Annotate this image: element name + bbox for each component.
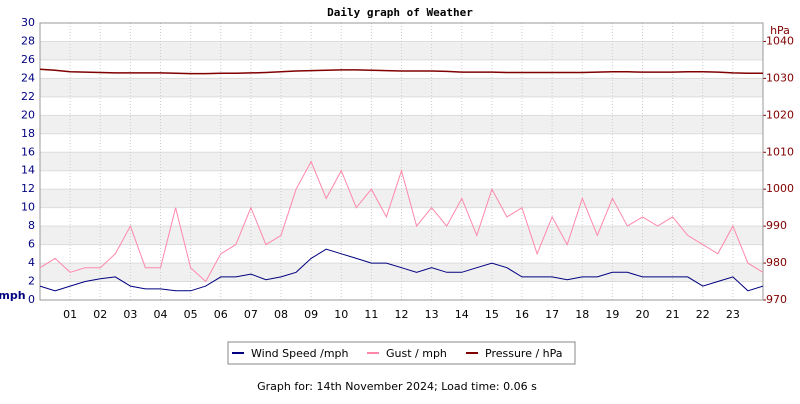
legend-label: Wind Speed /mph xyxy=(251,347,349,360)
grid-band xyxy=(40,226,763,245)
series-line xyxy=(39,68,763,75)
y-tick-label: 24 xyxy=(21,71,35,84)
x-tick-label: 13 xyxy=(425,308,439,321)
x-tick-label: 19 xyxy=(605,308,619,321)
x-tick-label: 08 xyxy=(274,308,288,321)
y2-tick-label: 1040 xyxy=(766,34,794,47)
chart-title: Daily graph of Weather xyxy=(327,6,473,19)
x-tick-label: 02 xyxy=(93,308,107,321)
x-tick-label: 12 xyxy=(395,308,409,321)
x-tick-label: 01 xyxy=(63,308,77,321)
legend-label: Pressure / hPa xyxy=(485,347,563,360)
y-tick-label: 26 xyxy=(21,53,35,66)
y2-axis-label: hPa xyxy=(770,24,790,37)
x-tick-label: 05 xyxy=(184,308,198,321)
y2-tick-label: 1010 xyxy=(766,145,794,158)
y2-tick-label: 1020 xyxy=(766,108,794,121)
x-tick-label: 10 xyxy=(334,308,348,321)
x-tick-label: 22 xyxy=(696,308,710,321)
x-tick-label: 04 xyxy=(154,308,168,321)
legend-label: Gust / mph xyxy=(386,347,447,360)
y2-tick-label: 970 xyxy=(766,293,787,306)
x-tick-label: 20 xyxy=(636,308,650,321)
y-axis-label: mph xyxy=(0,289,26,302)
y-tick-label: 10 xyxy=(21,201,35,214)
y-tick-label: 30 xyxy=(21,16,35,29)
x-tick-label: 03 xyxy=(123,308,137,321)
y-tick-label: 0 xyxy=(28,293,35,306)
y-tick-label: 12 xyxy=(21,182,35,195)
x-tick-label: 06 xyxy=(214,308,228,321)
y-tick-label: 2 xyxy=(28,275,35,288)
y-tick-label: 8 xyxy=(28,219,35,232)
x-tick-label: 14 xyxy=(455,308,469,321)
x-tick-label: 15 xyxy=(485,308,499,321)
y-tick-label: 16 xyxy=(21,145,35,158)
y2-tick-label: 1000 xyxy=(766,182,794,195)
y-tick-label: 22 xyxy=(21,90,35,103)
grid-band xyxy=(40,78,763,97)
series-line xyxy=(39,248,764,292)
legend-box xyxy=(227,341,576,365)
x-tick-label: 23 xyxy=(726,308,740,321)
y-tick-label: 6 xyxy=(28,238,35,251)
x-tick-label: 09 xyxy=(304,308,318,321)
x-tick-label: 07 xyxy=(244,308,258,321)
y-tick-label: 20 xyxy=(21,108,35,121)
y-tick-label: 28 xyxy=(21,34,35,47)
x-tick-label: 17 xyxy=(545,308,559,321)
x-tick-label: 11 xyxy=(364,308,378,321)
x-tick-label: 18 xyxy=(575,308,589,321)
y2-tick-label: 1030 xyxy=(766,71,794,84)
y-tick-label: 14 xyxy=(21,164,35,177)
y-tick-label: 4 xyxy=(28,256,35,269)
plot-frame xyxy=(39,22,764,301)
y-tick-label: 18 xyxy=(21,127,35,140)
y2-tick-label: 990 xyxy=(766,219,787,232)
x-tick-label: 21 xyxy=(666,308,680,321)
footer: Graph for: 14th November 2024; Load time… xyxy=(257,380,537,393)
series-line xyxy=(39,160,764,283)
y2-tick-label: 980 xyxy=(766,256,787,269)
x-tick-label: 16 xyxy=(515,308,529,321)
